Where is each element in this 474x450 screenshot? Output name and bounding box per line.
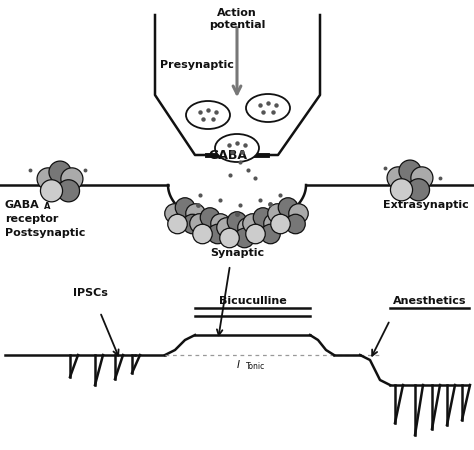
Circle shape — [186, 204, 205, 223]
Circle shape — [220, 228, 239, 248]
Circle shape — [193, 224, 212, 244]
Circle shape — [391, 179, 412, 201]
Circle shape — [49, 161, 71, 183]
Circle shape — [246, 224, 265, 244]
Ellipse shape — [215, 134, 259, 162]
Circle shape — [235, 228, 254, 248]
Ellipse shape — [246, 94, 290, 122]
Circle shape — [243, 214, 262, 233]
Ellipse shape — [186, 101, 230, 129]
Text: Anesthetics: Anesthetics — [393, 296, 467, 306]
Circle shape — [387, 167, 409, 189]
Circle shape — [217, 218, 236, 237]
Text: Action
potential: Action potential — [209, 8, 265, 30]
Circle shape — [40, 180, 63, 202]
Circle shape — [261, 224, 280, 244]
Circle shape — [408, 179, 429, 201]
Text: Synaptic: Synaptic — [210, 248, 264, 258]
Text: Tonic: Tonic — [246, 362, 265, 371]
Circle shape — [268, 204, 287, 223]
Text: Presynaptic: Presynaptic — [160, 60, 234, 70]
Circle shape — [253, 208, 273, 227]
Circle shape — [411, 167, 433, 189]
Circle shape — [278, 198, 298, 217]
Circle shape — [208, 224, 227, 244]
Circle shape — [37, 168, 59, 190]
Circle shape — [227, 212, 247, 231]
Text: Extrasynaptic: Extrasynaptic — [383, 200, 469, 210]
Text: IPSCs: IPSCs — [73, 288, 108, 298]
Circle shape — [238, 218, 257, 237]
Circle shape — [183, 214, 202, 234]
Circle shape — [57, 180, 80, 202]
Text: Postsynaptic: Postsynaptic — [5, 228, 85, 238]
Circle shape — [200, 208, 220, 227]
Circle shape — [289, 204, 308, 223]
Circle shape — [399, 160, 421, 182]
Circle shape — [190, 214, 209, 233]
Circle shape — [271, 214, 290, 234]
Text: Bicuculline: Bicuculline — [219, 296, 286, 306]
Text: I: I — [237, 360, 240, 370]
Text: GABA: GABA — [208, 149, 247, 162]
Text: A: A — [44, 202, 51, 211]
Circle shape — [61, 168, 83, 190]
Text: receptor: receptor — [5, 214, 58, 224]
Circle shape — [165, 204, 184, 223]
Circle shape — [211, 214, 230, 233]
Text: GABA: GABA — [5, 200, 40, 210]
Circle shape — [168, 214, 187, 234]
Circle shape — [264, 214, 283, 233]
Circle shape — [286, 214, 305, 234]
Circle shape — [175, 198, 195, 217]
